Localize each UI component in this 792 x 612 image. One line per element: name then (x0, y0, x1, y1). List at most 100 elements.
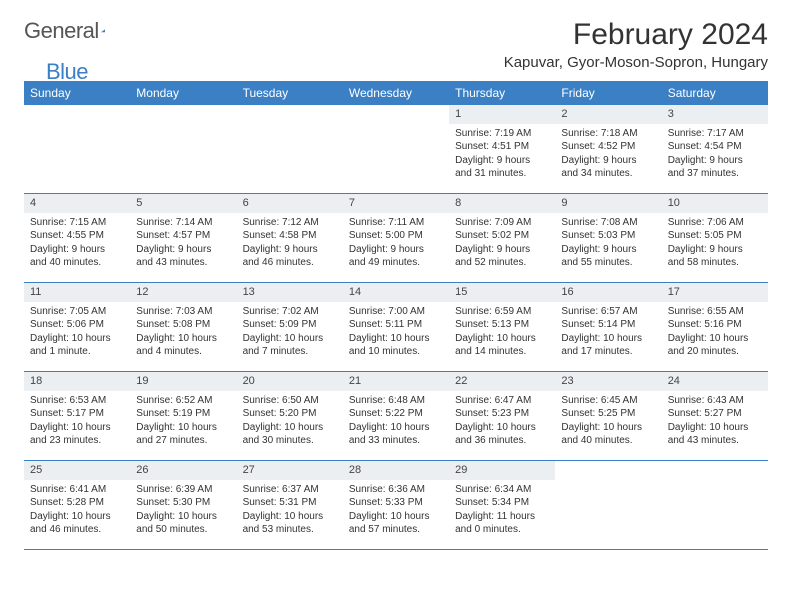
weekday-header: Wednesday (343, 81, 449, 105)
calendar-day-cell: 9Sunrise: 7:08 AMSunset: 5:03 PMDaylight… (555, 194, 661, 282)
sunrise-line: Sunrise: 6:57 AM (561, 305, 655, 319)
day-number: 16 (555, 283, 661, 302)
calendar-page: General February 2024 Kapuvar, Gyor-Moso… (0, 0, 792, 560)
day-details: Sunrise: 7:06 AMSunset: 5:05 PMDaylight:… (662, 213, 768, 275)
sunset-line: Sunset: 4:57 PM (136, 229, 230, 243)
daylight-line: Daylight: 10 hours and 57 minutes. (349, 510, 443, 537)
sunrise-line: Sunrise: 6:55 AM (668, 305, 762, 319)
calendar-day-cell: 12Sunrise: 7:03 AMSunset: 5:08 PMDayligh… (130, 283, 236, 371)
sunrise-line: Sunrise: 7:18 AM (561, 127, 655, 141)
calendar-day-cell: 13Sunrise: 7:02 AMSunset: 5:09 PMDayligh… (237, 283, 343, 371)
month-title: February 2024 (504, 18, 768, 52)
sunset-line: Sunset: 5:31 PM (243, 496, 337, 510)
sunset-line: Sunset: 5:16 PM (668, 318, 762, 332)
calendar-day-cell: 1Sunrise: 7:19 AMSunset: 4:51 PMDaylight… (449, 105, 555, 193)
day-number: 6 (237, 194, 343, 213)
sunrise-line: Sunrise: 7:14 AM (136, 216, 230, 230)
day-details: Sunrise: 7:03 AMSunset: 5:08 PMDaylight:… (130, 302, 236, 364)
day-number: 18 (24, 372, 130, 391)
day-number: 13 (237, 283, 343, 302)
weekday-header-row: Sunday Monday Tuesday Wednesday Thursday… (24, 81, 768, 105)
day-details: Sunrise: 6:52 AMSunset: 5:19 PMDaylight:… (130, 391, 236, 453)
daylight-line: Daylight: 9 hours and 58 minutes. (668, 243, 762, 270)
sunrise-line: Sunrise: 7:09 AM (455, 216, 549, 230)
sunset-line: Sunset: 5:03 PM (561, 229, 655, 243)
calendar-empty-cell (343, 105, 449, 193)
daylight-line: Daylight: 10 hours and 50 minutes. (136, 510, 230, 537)
calendar-day-cell: 26Sunrise: 6:39 AMSunset: 5:30 PMDayligh… (130, 461, 236, 549)
calendar-week-row: 18Sunrise: 6:53 AMSunset: 5:17 PMDayligh… (24, 372, 768, 461)
day-details: Sunrise: 6:43 AMSunset: 5:27 PMDaylight:… (662, 391, 768, 453)
sunrise-line: Sunrise: 7:05 AM (30, 305, 124, 319)
day-number: 3 (662, 105, 768, 124)
day-details: Sunrise: 6:57 AMSunset: 5:14 PMDaylight:… (555, 302, 661, 364)
daylight-line: Daylight: 9 hours and 37 minutes. (668, 154, 762, 181)
day-number: 27 (237, 461, 343, 480)
sunrise-line: Sunrise: 6:59 AM (455, 305, 549, 319)
daylight-line: Daylight: 10 hours and 27 minutes. (136, 421, 230, 448)
daylight-line: Daylight: 9 hours and 43 minutes. (136, 243, 230, 270)
calendar-week-row: 11Sunrise: 7:05 AMSunset: 5:06 PMDayligh… (24, 283, 768, 372)
sunset-line: Sunset: 5:19 PM (136, 407, 230, 421)
daylight-line: Daylight: 10 hours and 46 minutes. (30, 510, 124, 537)
day-details: Sunrise: 6:37 AMSunset: 5:31 PMDaylight:… (237, 480, 343, 542)
day-details: Sunrise: 7:11 AMSunset: 5:00 PMDaylight:… (343, 213, 449, 275)
sunset-line: Sunset: 4:55 PM (30, 229, 124, 243)
sunset-line: Sunset: 5:02 PM (455, 229, 549, 243)
day-details: Sunrise: 7:12 AMSunset: 4:58 PMDaylight:… (237, 213, 343, 275)
day-number: 10 (662, 194, 768, 213)
sunset-line: Sunset: 5:11 PM (349, 318, 443, 332)
sunrise-line: Sunrise: 6:36 AM (349, 483, 443, 497)
calendar-day-cell: 21Sunrise: 6:48 AMSunset: 5:22 PMDayligh… (343, 372, 449, 460)
brand-logo: General (24, 18, 123, 44)
sunrise-line: Sunrise: 7:08 AM (561, 216, 655, 230)
calendar-day-cell: 15Sunrise: 6:59 AMSunset: 5:13 PMDayligh… (449, 283, 555, 371)
calendar-week-row: 25Sunrise: 6:41 AMSunset: 5:28 PMDayligh… (24, 461, 768, 550)
day-number: 15 (449, 283, 555, 302)
daylight-line: Daylight: 9 hours and 34 minutes. (561, 154, 655, 181)
day-details: Sunrise: 6:47 AMSunset: 5:23 PMDaylight:… (449, 391, 555, 453)
daylight-line: Daylight: 10 hours and 20 minutes. (668, 332, 762, 359)
sunrise-line: Sunrise: 6:47 AM (455, 394, 549, 408)
title-block: February 2024 Kapuvar, Gyor-Moson-Sopron… (504, 18, 768, 71)
sunrise-line: Sunrise: 6:34 AM (455, 483, 549, 497)
calendar-day-cell: 2Sunrise: 7:18 AMSunset: 4:52 PMDaylight… (555, 105, 661, 193)
sunset-line: Sunset: 5:06 PM (30, 318, 124, 332)
calendar-day-cell: 3Sunrise: 7:17 AMSunset: 4:54 PMDaylight… (662, 105, 768, 193)
day-details: Sunrise: 7:05 AMSunset: 5:06 PMDaylight:… (24, 302, 130, 364)
day-number: 2 (555, 105, 661, 124)
daylight-line: Daylight: 10 hours and 4 minutes. (136, 332, 230, 359)
calendar-day-cell: 27Sunrise: 6:37 AMSunset: 5:31 PMDayligh… (237, 461, 343, 549)
sunrise-line: Sunrise: 6:39 AM (136, 483, 230, 497)
calendar-day-cell: 19Sunrise: 6:52 AMSunset: 5:19 PMDayligh… (130, 372, 236, 460)
day-number: 4 (24, 194, 130, 213)
sunrise-line: Sunrise: 6:52 AM (136, 394, 230, 408)
day-number: 14 (343, 283, 449, 302)
sunset-line: Sunset: 5:27 PM (668, 407, 762, 421)
daylight-line: Daylight: 10 hours and 17 minutes. (561, 332, 655, 359)
sunrise-line: Sunrise: 7:06 AM (668, 216, 762, 230)
sunrise-line: Sunrise: 6:45 AM (561, 394, 655, 408)
sunset-line: Sunset: 5:09 PM (243, 318, 337, 332)
daylight-line: Daylight: 11 hours and 0 minutes. (455, 510, 549, 537)
day-number: 24 (662, 372, 768, 391)
day-details: Sunrise: 6:36 AMSunset: 5:33 PMDaylight:… (343, 480, 449, 542)
daylight-line: Daylight: 9 hours and 52 minutes. (455, 243, 549, 270)
day-details: Sunrise: 6:55 AMSunset: 5:16 PMDaylight:… (662, 302, 768, 364)
daylight-line: Daylight: 9 hours and 40 minutes. (30, 243, 124, 270)
calendar-day-cell: 29Sunrise: 6:34 AMSunset: 5:34 PMDayligh… (449, 461, 555, 549)
sunset-line: Sunset: 5:22 PM (349, 407, 443, 421)
weekday-header: Thursday (449, 81, 555, 105)
calendar-day-cell: 24Sunrise: 6:43 AMSunset: 5:27 PMDayligh… (662, 372, 768, 460)
sunset-line: Sunset: 5:08 PM (136, 318, 230, 332)
sunset-line: Sunset: 5:00 PM (349, 229, 443, 243)
calendar-day-cell: 4Sunrise: 7:15 AMSunset: 4:55 PMDaylight… (24, 194, 130, 282)
daylight-line: Daylight: 10 hours and 23 minutes. (30, 421, 124, 448)
sunset-line: Sunset: 5:30 PM (136, 496, 230, 510)
daylight-line: Daylight: 9 hours and 31 minutes. (455, 154, 549, 181)
calendar-day-cell: 7Sunrise: 7:11 AMSunset: 5:00 PMDaylight… (343, 194, 449, 282)
calendar-day-cell: 28Sunrise: 6:36 AMSunset: 5:33 PMDayligh… (343, 461, 449, 549)
day-details: Sunrise: 6:45 AMSunset: 5:25 PMDaylight:… (555, 391, 661, 453)
sunset-line: Sunset: 5:33 PM (349, 496, 443, 510)
sunrise-line: Sunrise: 7:11 AM (349, 216, 443, 230)
